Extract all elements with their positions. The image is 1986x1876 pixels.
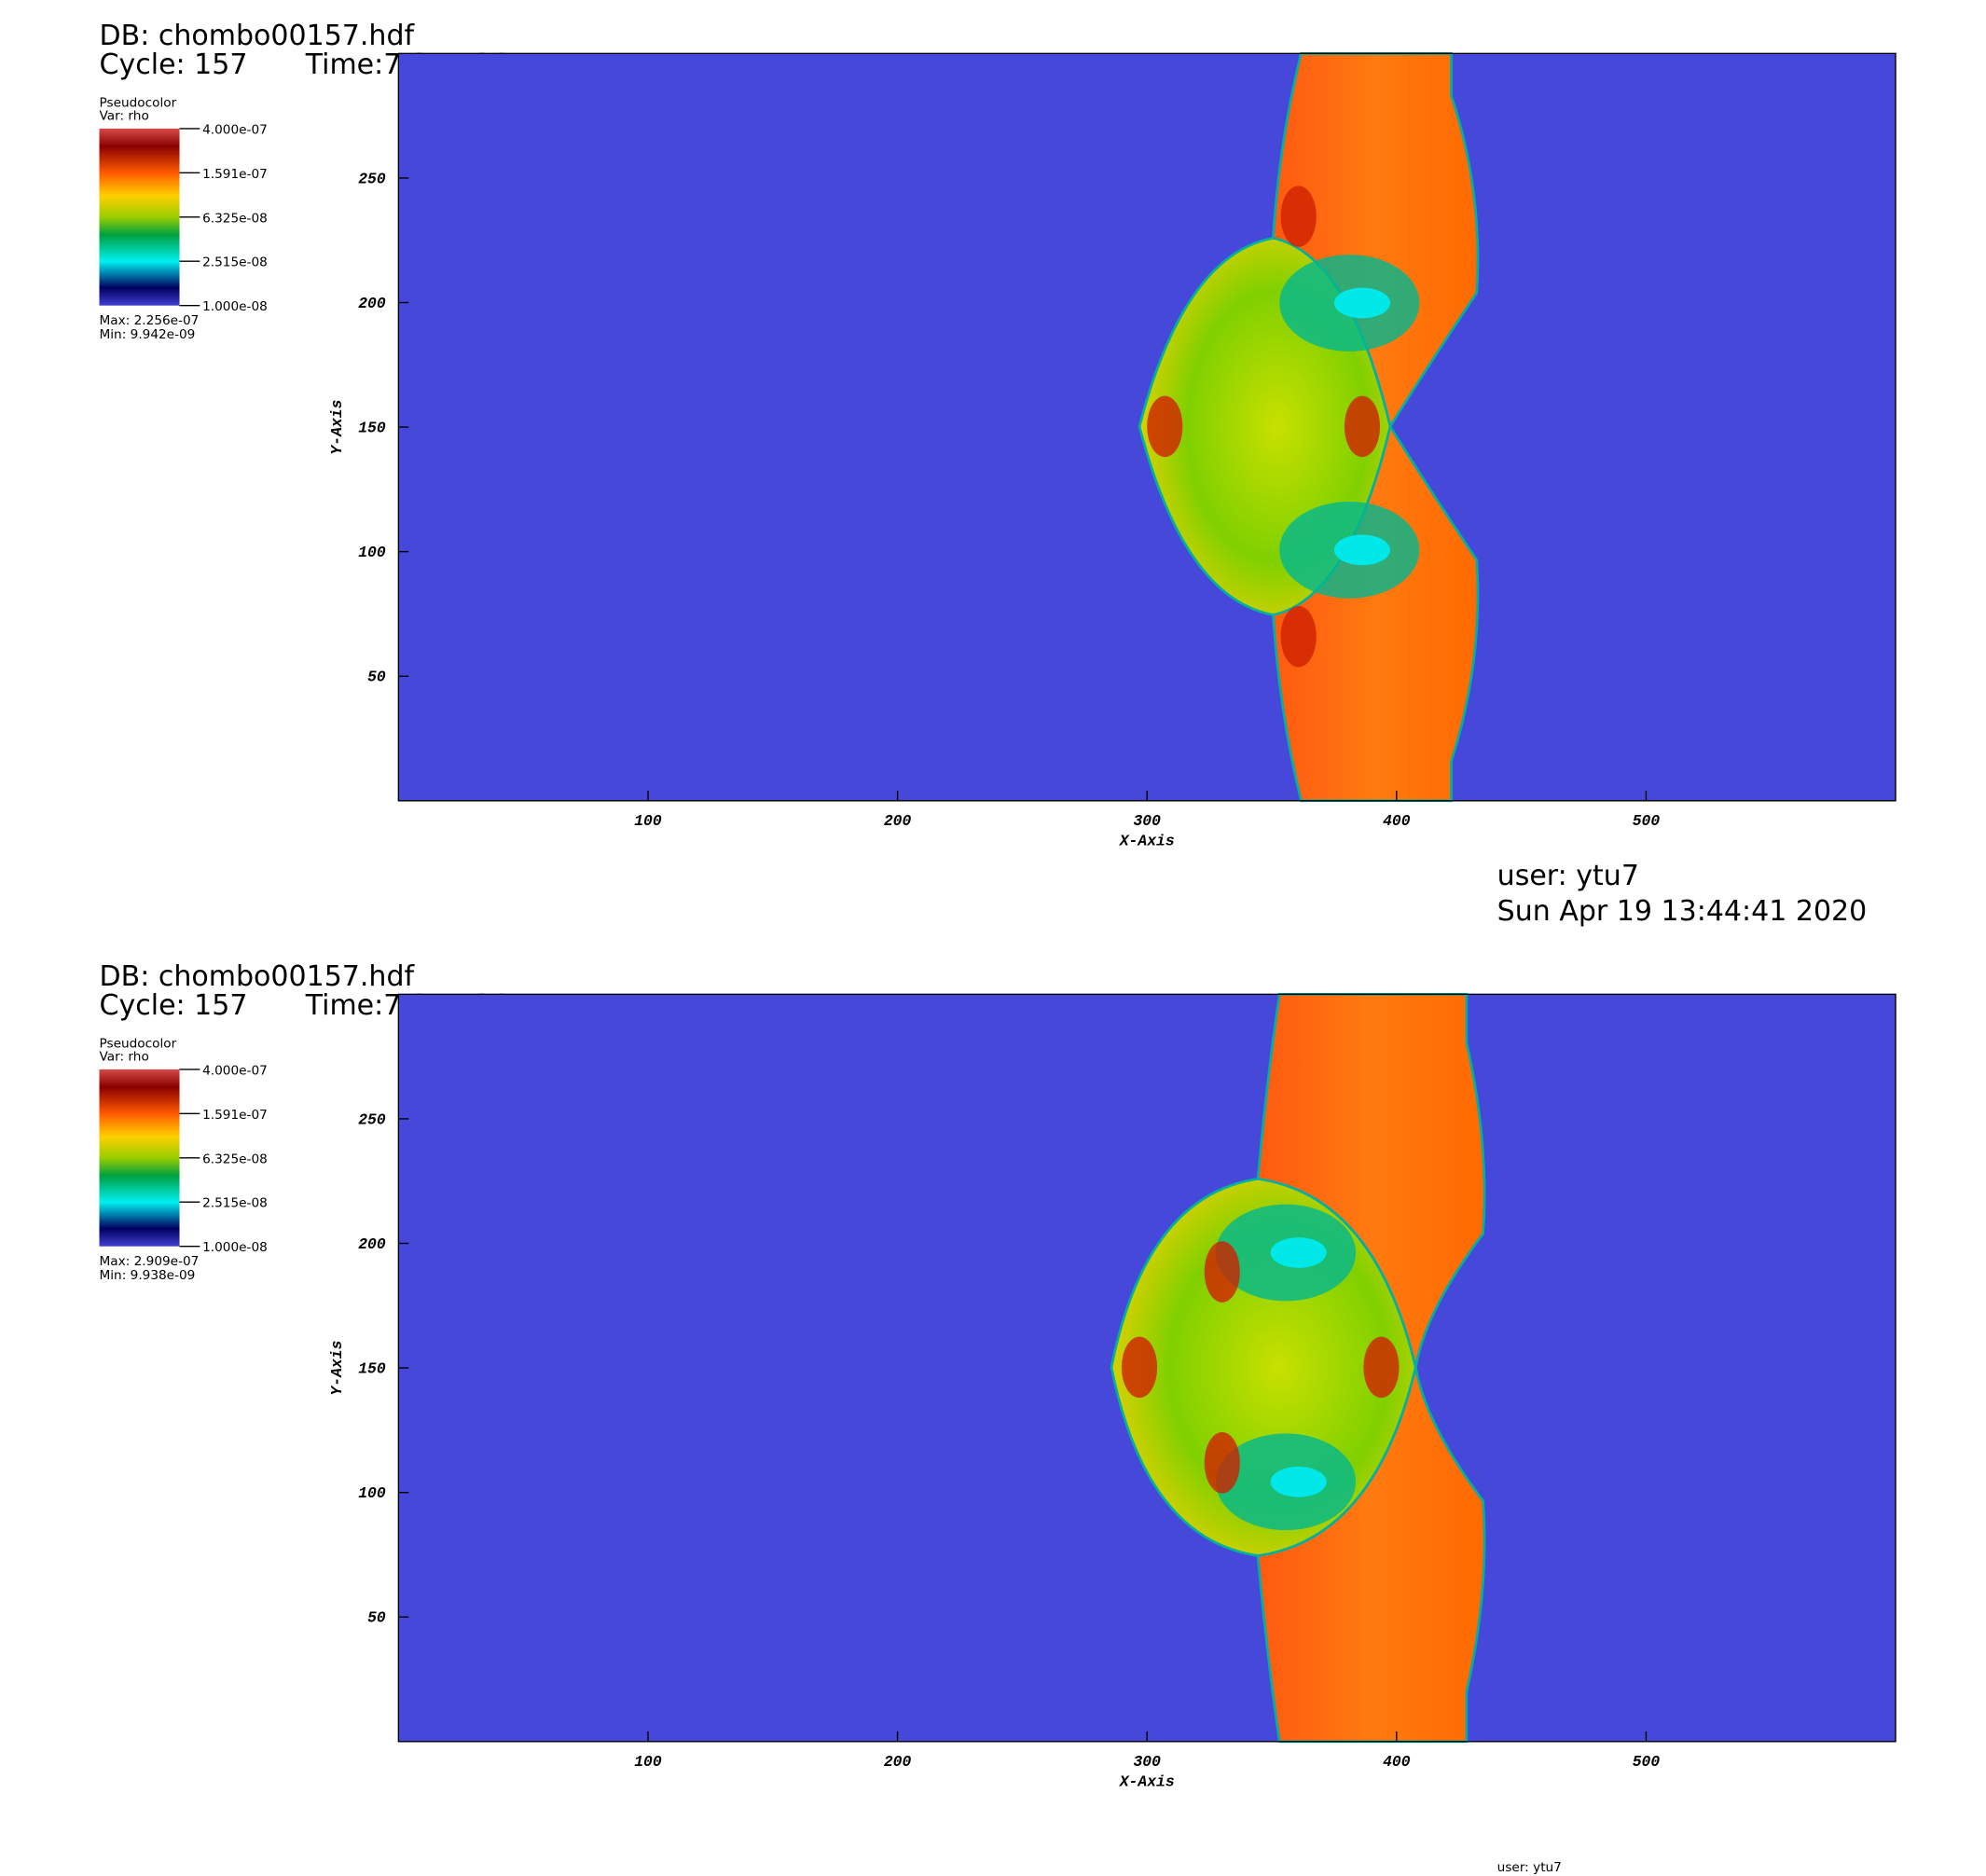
x-tick-label: 200 (884, 812, 912, 830)
min-label: Min: 9.938e-09 (100, 1268, 196, 1283)
min-label: Min: 9.942e-09 (100, 327, 196, 342)
legend-var: Var: rho (100, 1049, 149, 1064)
user-label: user: ytu7 (1497, 1860, 1562, 1875)
db-label: DB: chombo00157.hdf (100, 960, 416, 993)
colorbar-tick-label: 4.000e-07 (202, 122, 268, 137)
db-label: DB: chombo00157.hdf (100, 20, 416, 52)
colorbar-tick-label: 4.000e-07 (202, 1063, 268, 1078)
cyan-core (1270, 1237, 1327, 1268)
x-axis-label: X-Axis (1119, 833, 1175, 850)
y-tick-label: 200 (358, 295, 386, 312)
x-tick-label: 200 (884, 1753, 912, 1771)
legend-title: Pseudocolor (100, 96, 177, 111)
legend-title: Pseudocolor (100, 1037, 177, 1052)
dense-region (1344, 395, 1381, 458)
y-tick-label: 100 (358, 544, 386, 561)
dense-region (1280, 186, 1317, 247)
colorbar-tick-label: 2.515e-08 (202, 255, 268, 270)
colorbar-tick-label: 1.591e-07 (202, 167, 268, 182)
x-tick-label: 300 (1133, 812, 1161, 830)
x-tick-label: 400 (1383, 1753, 1411, 1771)
x-axis-label: X-Axis (1119, 1773, 1175, 1791)
x-tick-label: 300 (1133, 1753, 1161, 1771)
cycle-label: Cycle: 157 (100, 48, 248, 81)
x-tick-label: 100 (634, 812, 662, 830)
x-tick-label: 100 (634, 1753, 662, 1771)
colorbar (99, 1069, 180, 1247)
y-tick-label: 250 (358, 1110, 386, 1128)
dense-region (1204, 1241, 1240, 1303)
dense-region (1121, 1336, 1158, 1399)
x-tick-label: 500 (1633, 812, 1661, 830)
colorbar-tick-label: 2.515e-08 (202, 1196, 268, 1211)
date-label: Sun Apr 19 13:44:41 2020 (1497, 895, 1868, 928)
y-tick-label: 250 (358, 170, 386, 187)
y-tick-label: 150 (358, 420, 386, 437)
y-axis-label: Y-Axis (328, 1340, 346, 1395)
colorbar-tick-label: 1.000e-08 (202, 299, 268, 314)
max-label: Max: 2.909e-07 (100, 1254, 200, 1269)
y-axis-label: Y-Axis (328, 399, 346, 454)
colorbar (99, 128, 180, 306)
cyan-core (1270, 1466, 1327, 1497)
y-tick-label: 150 (358, 1360, 386, 1378)
colorbar-tick-label: 6.325e-08 (202, 1152, 268, 1166)
dense-region (1363, 1336, 1400, 1399)
colorbar-tick-label: 6.325e-08 (202, 211, 268, 226)
cyan-core (1333, 287, 1390, 319)
y-tick-label: 50 (367, 669, 386, 686)
y-tick-label: 100 (358, 1484, 386, 1502)
x-tick-label: 400 (1383, 812, 1411, 830)
dense-region (1204, 1432, 1240, 1494)
legend-var: Var: rho (100, 108, 149, 123)
max-label: Max: 2.256e-07 (100, 313, 200, 328)
colorbar-tick-label: 1.000e-08 (202, 1240, 268, 1255)
y-tick-label: 50 (367, 1609, 386, 1627)
x-tick-label: 500 (1633, 1753, 1661, 1771)
user-label: user: ytu7 (1497, 860, 1639, 892)
cyan-core (1333, 534, 1390, 566)
cycle-label: Cycle: 157 (100, 989, 248, 1022)
y-tick-label: 200 (358, 1235, 386, 1253)
colorbar-tick-label: 1.591e-07 (202, 1108, 268, 1123)
dense-region (1147, 395, 1183, 458)
dense-region (1280, 605, 1317, 668)
